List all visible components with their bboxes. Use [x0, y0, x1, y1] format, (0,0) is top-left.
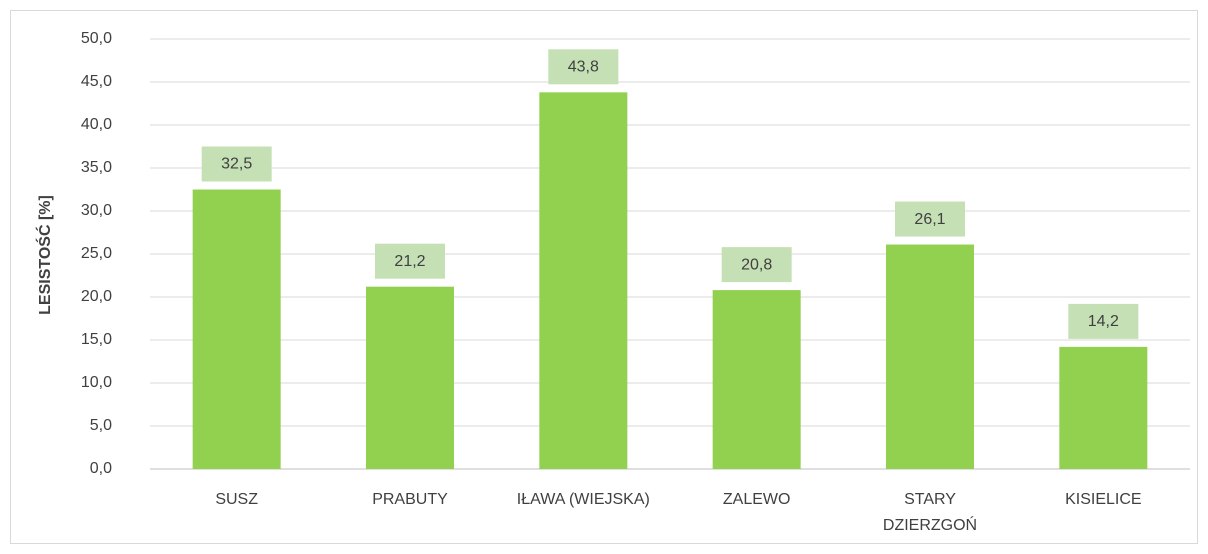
chart-border: [10, 10, 1198, 544]
data-label-box: [375, 243, 445, 279]
bar: [1059, 346, 1148, 469]
x-tick-label: KISIELICE: [1065, 491, 1142, 508]
data-label: 21,2: [394, 253, 425, 270]
y-tick-label: 10,0: [81, 374, 112, 391]
x-tick-label: IŁAWA (WIEJSKA): [516, 491, 650, 508]
y-tick-label: 35,0: [81, 159, 112, 176]
bar: [192, 189, 281, 469]
y-tick-label: 45,0: [81, 73, 112, 90]
y-axis-label: LESISTOŚĆ [%]: [35, 195, 54, 315]
y-tick-label: 40,0: [81, 116, 112, 133]
data-label: 14,2: [1088, 313, 1119, 330]
y-tick-label: 25,0: [81, 245, 112, 262]
data-label-box: [721, 247, 792, 283]
data-label-box: [1068, 303, 1139, 339]
bar: [366, 286, 454, 469]
bar: [712, 290, 801, 469]
y-tick-label: 15,0: [81, 331, 112, 348]
y-tick-label: 5,0: [90, 417, 112, 434]
bar: [886, 244, 974, 469]
data-label: 43,8: [568, 59, 599, 76]
y-tick-label: 0,0: [90, 460, 112, 477]
data-label: 26,1: [914, 211, 945, 228]
data-label: 32,5: [221, 156, 252, 173]
bar: [539, 92, 628, 469]
data-label-box: [895, 201, 965, 237]
x-tick-label: ZALEWO: [722, 491, 791, 508]
y-tick-label: 20,0: [81, 288, 112, 305]
x-tick-label: STARY DZIERZGOŃ: [882, 491, 978, 534]
x-tick-label: PRABUTY: [372, 491, 448, 508]
y-tick-label: 50,0: [81, 30, 112, 47]
data-label: 20,8: [741, 256, 772, 273]
data-label-box: [548, 49, 619, 85]
x-tick-label: SUSZ: [215, 491, 258, 508]
data-label-box: [201, 146, 272, 182]
y-tick-label: 30,0: [81, 202, 112, 219]
